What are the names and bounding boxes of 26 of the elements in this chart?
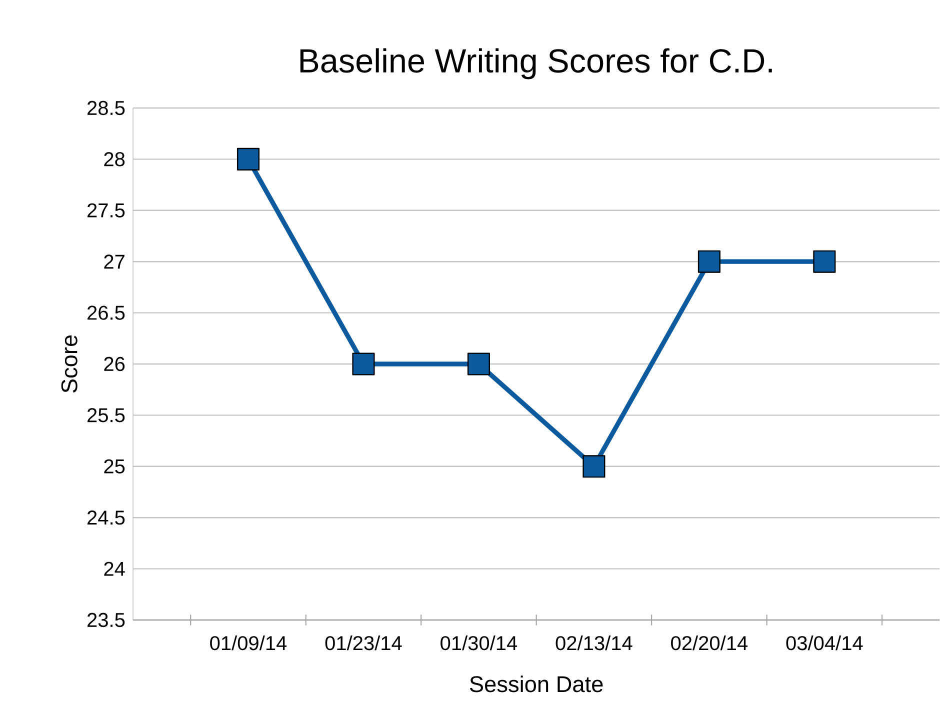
- point: [467, 352, 490, 376]
- x-tick-label: 02/20/14: [671, 636, 748, 650]
- point: [813, 250, 836, 273]
- y-tick-label: 26: [104, 356, 125, 372]
- x-axis-title: Session Date: [470, 676, 603, 692]
- y-tick-label: 26.5: [88, 306, 125, 320]
- y-axis-title: Score: [61, 335, 78, 393]
- x-tick-label: 01/30/14: [440, 636, 518, 650]
- point: [236, 148, 260, 170]
- y-tick-label: 24.5: [88, 510, 125, 525]
- x-tick-label: 02/13/14: [556, 636, 632, 650]
- y-tick-label: 28: [104, 152, 125, 166]
- x-tick-label: 03/04/14: [786, 636, 863, 650]
- point: [582, 455, 606, 478]
- y-tick-label: 27: [104, 254, 124, 269]
- chart-title: Baseline Writing Scores for C.D.: [300, 48, 772, 80]
- y-tick-label: 25: [104, 459, 125, 474]
- y-tick-label: 24: [104, 562, 125, 576]
- x-tick-label: 01/09/14: [210, 636, 287, 650]
- y-tick-label: 23.5: [88, 612, 125, 628]
- y-tick-label: 25.5: [88, 408, 125, 422]
- point: [698, 250, 720, 273]
- point: [352, 352, 375, 376]
- x-tick-label: 01/23/14: [325, 636, 402, 650]
- y-tick-label: 27.5: [88, 203, 125, 218]
- y-tick-label: 28.5: [88, 100, 125, 116]
